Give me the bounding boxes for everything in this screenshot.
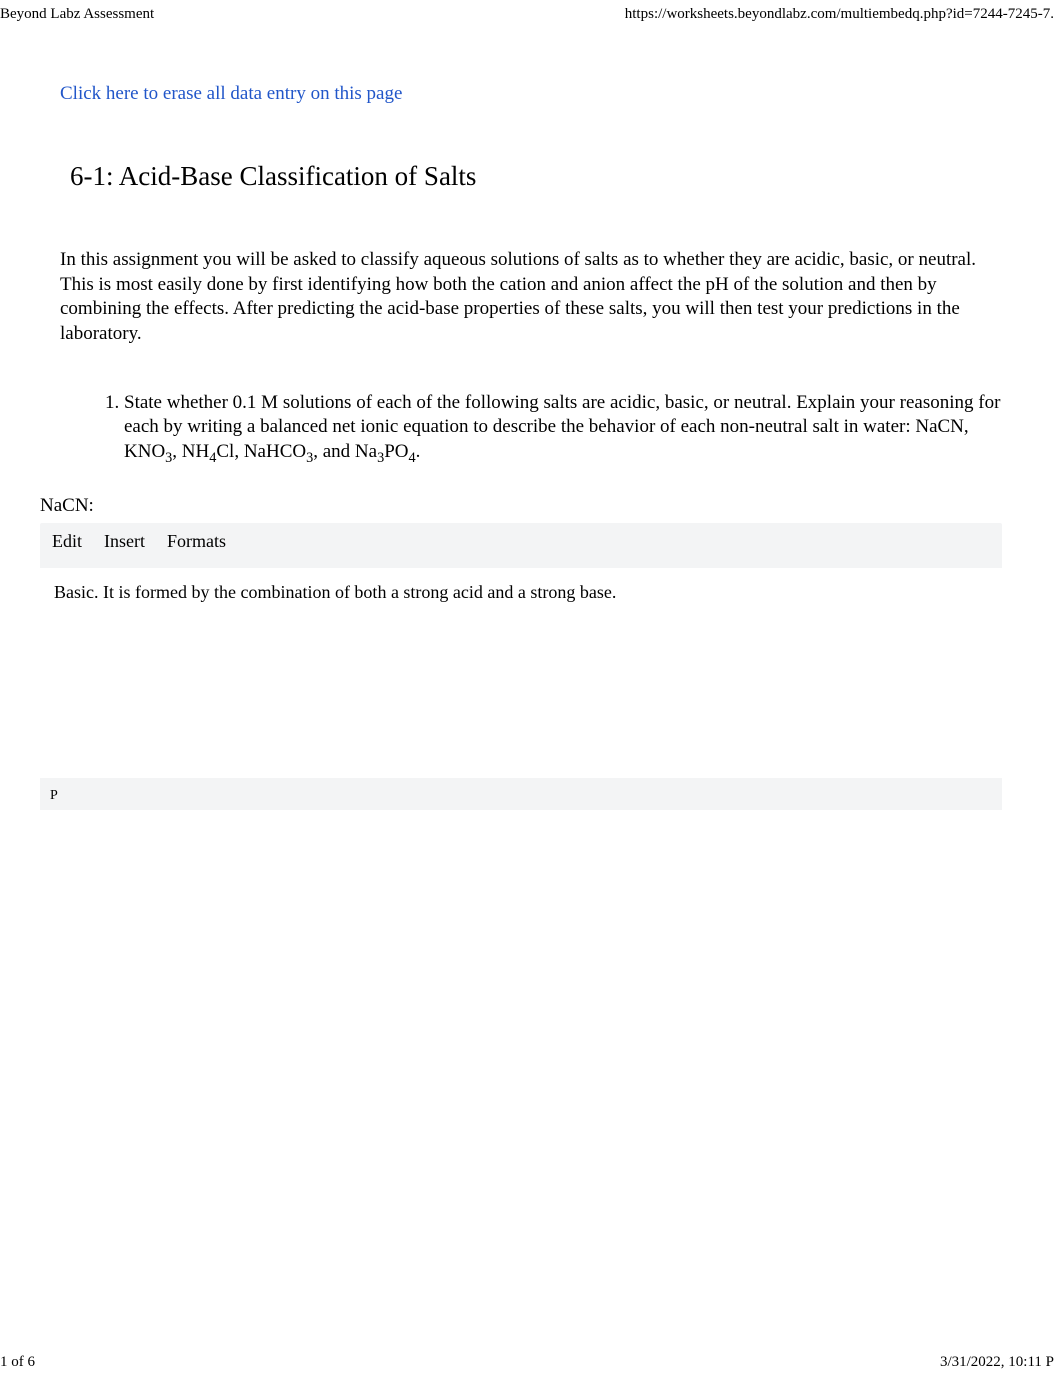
editor-toolbar-row-2 [40, 556, 1002, 568]
header-left: Beyond Labz Assessment [0, 6, 154, 23]
salt-label: NaCN: [40, 495, 1002, 517]
footer-page-number: 1 of 6 [0, 1354, 35, 1371]
question-text: , NH [172, 441, 209, 462]
subscript: 4 [409, 450, 416, 466]
rich-text-editor: Edit Insert Formats [40, 523, 1002, 810]
erase-data-link[interactable]: Click here to erase all data entry on th… [60, 83, 402, 105]
page-title: 6-1: Acid-Base Classification of Salts [60, 161, 1002, 192]
intro-paragraph: In this assignment you will be asked to … [60, 248, 1002, 347]
footer-timestamp: 3/31/2022, 10:11 P [940, 1354, 1054, 1371]
editor-toolbar-row-1: Edit Insert Formats [40, 523, 1002, 556]
editor-element-path: P [50, 788, 58, 804]
menu-insert[interactable]: Insert [104, 531, 145, 552]
question-text: Cl, NaHCO [216, 441, 306, 462]
editor-content-area[interactable]: Basic. It is formed by the combination o… [40, 568, 1002, 778]
print-header: Beyond Labz Assessment https://worksheet… [0, 0, 1062, 23]
header-right: https://worksheets.beyondlabz.com/multie… [625, 6, 1054, 23]
question-text: PO [384, 441, 408, 462]
editor-status-bar: P [40, 778, 1002, 810]
question-text: , and Na [313, 441, 377, 462]
menu-edit[interactable]: Edit [52, 531, 82, 552]
print-footer: 1 of 6 3/31/2022, 10:11 P [0, 1354, 1054, 1371]
question-1: State whether 0.1 M solutions of each of… [124, 391, 1002, 468]
menu-formats[interactable]: Formats [167, 531, 226, 552]
question-text: . [416, 441, 421, 462]
question-list: State whether 0.1 M solutions of each of… [60, 391, 1002, 468]
page-content: Click here to erase all data entry on th… [0, 23, 1062, 810]
